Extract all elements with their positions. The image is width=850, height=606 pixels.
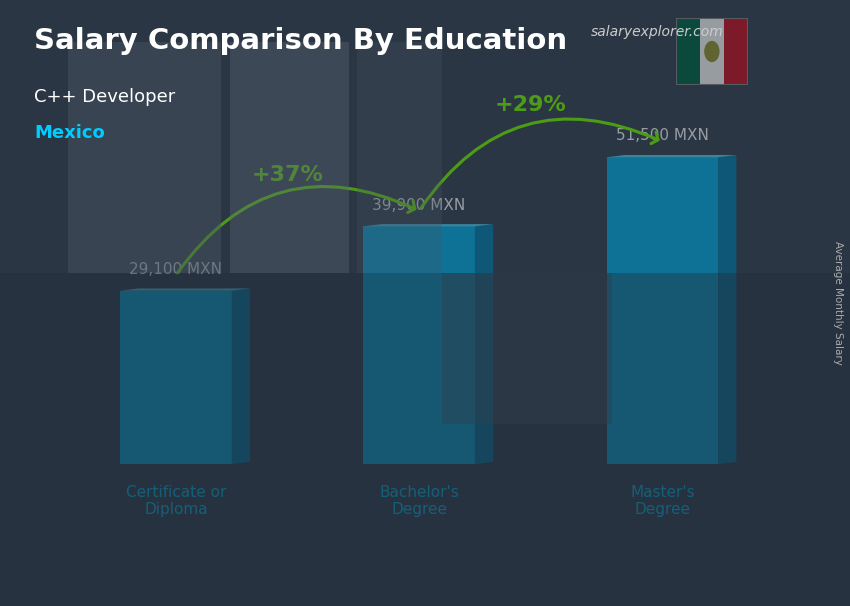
Polygon shape: [363, 224, 493, 227]
Bar: [676, 18, 700, 85]
Text: Certificate or
Diploma: Certificate or Diploma: [126, 485, 226, 518]
Bar: [724, 18, 748, 85]
Text: 51,500 MXN: 51,500 MXN: [616, 128, 709, 144]
Text: Average Monthly Salary: Average Monthly Salary: [833, 241, 843, 365]
Polygon shape: [120, 288, 250, 291]
Polygon shape: [607, 155, 736, 158]
Circle shape: [704, 41, 720, 62]
Text: salaryexplorer.com: salaryexplorer.com: [591, 25, 723, 39]
Text: Bachelor's
Degree: Bachelor's Degree: [379, 485, 459, 518]
Bar: [363, 227, 475, 464]
Polygon shape: [475, 224, 493, 464]
Bar: [120, 291, 231, 464]
Bar: [607, 158, 718, 464]
Polygon shape: [231, 288, 250, 464]
Text: Mexico: Mexico: [34, 124, 105, 142]
Text: Master's
Degree: Master's Degree: [630, 485, 694, 518]
Text: +29%: +29%: [495, 95, 566, 115]
Text: Salary Comparison By Education: Salary Comparison By Education: [34, 27, 567, 55]
Polygon shape: [718, 155, 736, 464]
Text: +37%: +37%: [252, 165, 323, 185]
Text: 39,900 MXN: 39,900 MXN: [372, 198, 466, 213]
Bar: [700, 18, 724, 85]
Text: C++ Developer: C++ Developer: [34, 88, 175, 106]
Text: 29,100 MXN: 29,100 MXN: [129, 262, 223, 277]
